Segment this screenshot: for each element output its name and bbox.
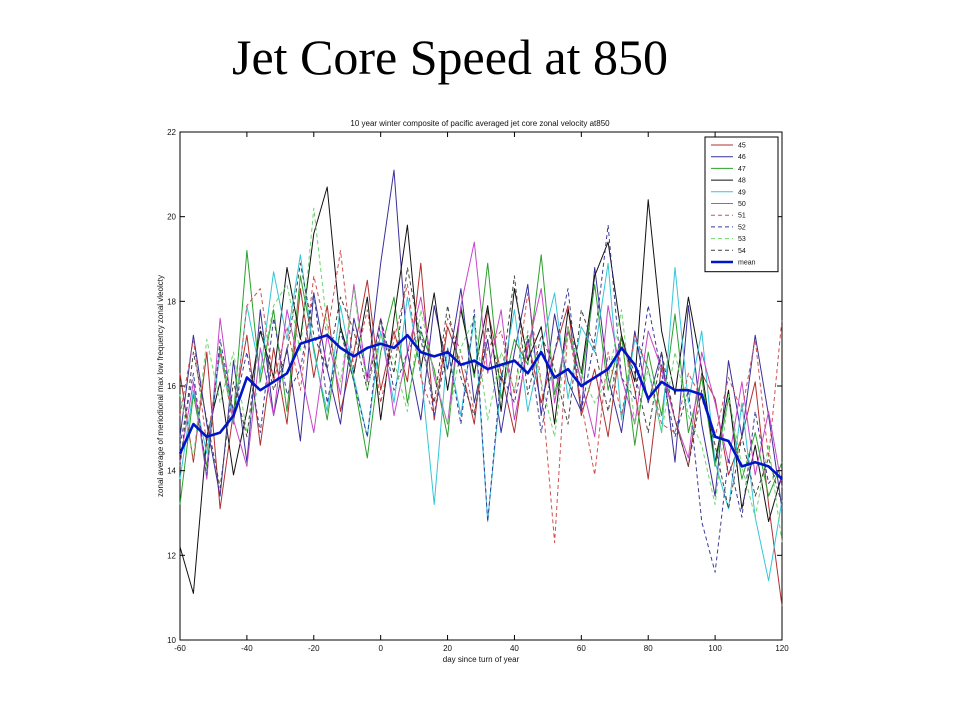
legend-box — [704, 136, 779, 273]
x-tick-label-4: 20 — [443, 644, 452, 653]
legend-label-50: 50 — [738, 201, 746, 208]
y-tick-label-2: 14 — [167, 467, 176, 476]
legend-label-mean: mean — [738, 260, 756, 267]
y-tick-label-0: 10 — [167, 636, 176, 645]
series-line-mean — [178, 333, 783, 481]
x-tick-label-0: -60 — [174, 644, 186, 653]
y-tick-label-5: 20 — [167, 213, 176, 222]
x-tick-label-8: 100 — [708, 644, 722, 653]
y-tick-label-6: 22 — [167, 128, 176, 137]
series-line-48 — [179, 186, 783, 594]
x-tick-label-7: 80 — [644, 644, 653, 653]
x-axis-label: day since turn of year — [443, 655, 520, 664]
series-line-52 — [179, 224, 783, 573]
y-tick-label-4: 18 — [167, 297, 176, 306]
slide-title: Jet Core Speed at 850 — [231, 29, 668, 85]
legend-label-47: 47 — [738, 166, 746, 173]
legend: 45 46 47 48 49 50 51 52 53 54 mean — [704, 136, 779, 273]
x-tick-label-3: 0 — [378, 644, 383, 653]
series-line-51 — [179, 250, 783, 544]
y-tick-label-3: 16 — [167, 382, 176, 391]
y-axis-label: zonal average of meriodional max low fre… — [156, 275, 165, 497]
legend-label-46: 46 — [738, 154, 746, 161]
series-line-54 — [179, 262, 783, 510]
legend-label-49: 49 — [738, 189, 746, 196]
x-tick-label-1: -40 — [241, 644, 253, 653]
x-tick-label-5: 40 — [510, 644, 519, 653]
series-layer — [178, 169, 783, 607]
legend-label-45: 45 — [738, 143, 746, 150]
legend-label-51: 51 — [738, 213, 746, 220]
x-tick-label-9: 120 — [775, 644, 789, 653]
series-line-53 — [179, 207, 783, 543]
legend-label-54: 54 — [738, 248, 746, 255]
axis-layer: -60 -40 -20 0 20 40 60 80 100 120 10 12 14 16 18 20 22 — [167, 128, 789, 653]
series-line-50 — [179, 241, 783, 488]
plot-title: 10 year winter composite of pacific aver… — [350, 119, 610, 128]
legend-label-53: 53 — [738, 236, 746, 243]
legend-label-48: 48 — [738, 178, 746, 185]
x-tick-label-2: -20 — [308, 644, 320, 653]
x-tick-label-6: 60 — [577, 644, 586, 653]
legend-label-52: 52 — [738, 224, 746, 231]
y-tick-label-1: 12 — [167, 551, 176, 560]
